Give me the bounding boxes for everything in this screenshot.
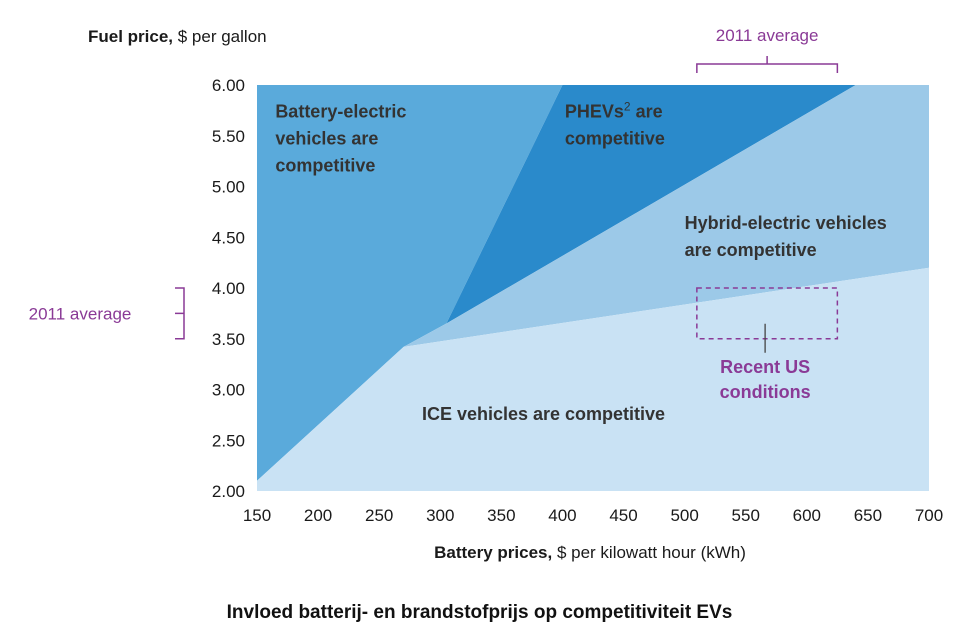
region-labels: Battery-electric vehicles are competitive P…: [275, 99, 886, 423]
y-tick-label: 3.00: [212, 381, 245, 400]
x-tick-label: 450: [609, 506, 637, 525]
y-tick-label: 6.00: [212, 76, 245, 95]
x-average-bracket: [696, 56, 839, 73]
chart-regions: [257, 85, 930, 491]
region-ice: [257, 267, 929, 491]
x-tick-label: 250: [365, 506, 393, 525]
x-axis-title: Battery prices, $ per kilowatt hour (kWh…: [434, 543, 746, 562]
chart-annotations: 2011 average 2011 average Recent US conditi…: [29, 26, 839, 402]
x-average-label: 2011 average: [716, 26, 819, 45]
chart-ticks: 150 200 250 300 350 400 450 500 550 600 650 700 2.00…: [212, 76, 943, 525]
x-tick-label: 500: [670, 506, 698, 525]
y-average-label: 2011 average: [29, 304, 132, 323]
x-tick-label: 400: [548, 506, 576, 525]
y-tick-label: 5.00: [212, 178, 245, 197]
region-phev-label: PHEVs2 are competitive: [565, 99, 665, 148]
x-tick-label: 300: [426, 506, 454, 525]
y-tick-label: 5.50: [212, 127, 245, 146]
x-tick-label: 700: [915, 506, 943, 525]
y-tick-label: 3.50: [212, 330, 245, 349]
chart: 2011 average 2011 average Recent US conditi…: [29, 26, 944, 562]
x-tick-label: 600: [793, 506, 821, 525]
region-battery-electric-label: Battery-electric vehicles are competitive: [275, 101, 406, 175]
region-hybrid-electric: [403, 85, 930, 347]
y-tick-label: 4.50: [212, 228, 245, 247]
y-tick-label: 2.00: [212, 482, 245, 501]
y-average-bracket: [175, 287, 185, 340]
region-battery-electric: [257, 85, 563, 481]
y-tick-label: 4.00: [212, 279, 245, 298]
y-tick-label: 2.50: [212, 431, 245, 450]
region-hybrid-electric-label: Hybrid-electric vehicles are competitive: [685, 213, 887, 260]
x-tick-label: 650: [854, 506, 882, 525]
region-ice-label: ICE vehicles are competitive: [422, 404, 665, 424]
y-axis-title: Fuel price, $ per gallon: [88, 27, 267, 46]
x-tick-label: 350: [487, 506, 515, 525]
recent-us-conditions-label: Recent US conditions: [720, 357, 811, 402]
x-tick-label: 550: [732, 506, 760, 525]
x-tick-label: 150: [243, 506, 271, 525]
figure-caption: Invloed batterij- en brandstofprijs op c…: [226, 602, 733, 623]
x-tick-label: 200: [304, 506, 332, 525]
recent-us-conditions-box: [696, 287, 839, 340]
